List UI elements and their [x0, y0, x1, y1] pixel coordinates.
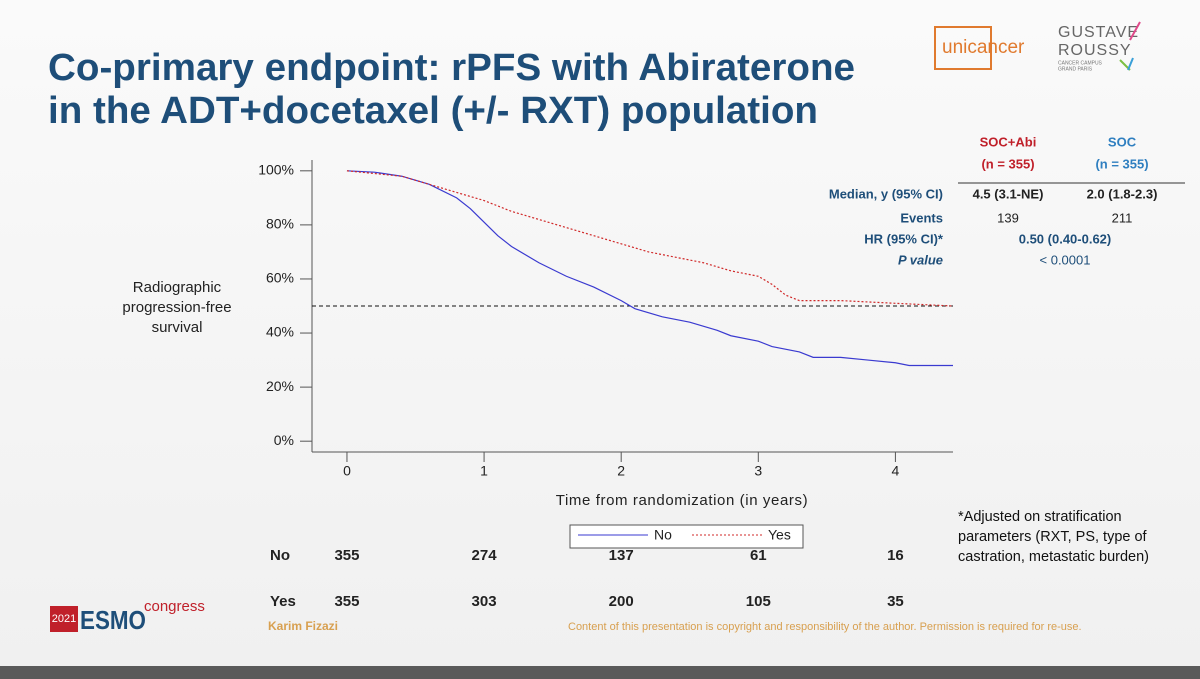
risk-count: 200: [609, 593, 634, 610]
title-line: in the ADT+docetaxel (+/- RXT) populatio…: [48, 90, 818, 132]
risk-count: 274: [472, 547, 498, 564]
risk-row-label: No: [270, 547, 290, 564]
y-tick-label: 0%: [274, 432, 294, 448]
logo-text: unicancer: [942, 37, 1025, 58]
table-cell: 139: [997, 210, 1019, 225]
row-label: Median, y (95% CI): [829, 186, 943, 201]
risk-count: 303: [472, 593, 497, 610]
logo-text: ESMO: [80, 605, 146, 635]
y-tick-label: 20%: [266, 378, 294, 394]
legend-box: [569, 524, 804, 549]
risk-count: 61: [750, 547, 767, 564]
row-label: Events: [900, 210, 943, 225]
table-cell: < 0.0001: [1040, 252, 1091, 267]
risk-count: 16: [887, 547, 904, 564]
risk-count: 355: [334, 593, 359, 610]
logo-frame: [934, 26, 992, 70]
footnote: *Adjusted on stratification parameters (…: [958, 509, 1150, 565]
x-tick-label: 2: [617, 463, 625, 479]
x-axis-label: Time from randomization (in years): [556, 492, 808, 509]
x-tick-label: 0: [343, 463, 351, 479]
row-label: HR (95% CI)*: [864, 231, 944, 246]
title-line: Co-primary endpoint: rPFS with Abiratero…: [48, 47, 855, 89]
y-tick-label: 40%: [266, 324, 294, 340]
risk-count: 105: [746, 593, 771, 610]
row-label: P value: [898, 252, 943, 267]
y-tick-label: 100%: [258, 162, 294, 178]
logo-text: GRAND PARIS: [1058, 66, 1093, 72]
y-tick-label: 60%: [266, 270, 294, 286]
table-cell: 2.0 (1.8-2.3): [1087, 186, 1158, 201]
logo-text: GUSTAVE: [1058, 24, 1139, 41]
y-axis-label: Radiographic progression-free survival: [122, 279, 232, 336]
x-tick-label: 1: [480, 463, 488, 479]
author: Karim Fizazi: [268, 619, 338, 633]
survival-curve: [346, 170, 953, 367]
risk-row-label: Yes: [270, 593, 296, 610]
survival-curve: [346, 170, 954, 307]
logo-stroke: [1127, 57, 1134, 71]
logo-text: CANCER CAMPUS: [1058, 60, 1103, 66]
legend-label: No: [654, 527, 672, 543]
table-cell: 4.5 (3.1-NE): [973, 186, 1044, 201]
y-tick-label: 80%: [266, 216, 294, 232]
legend-label: Yes: [768, 527, 791, 543]
bottom-bar: [0, 666, 1200, 679]
column-header: (n = 355): [981, 156, 1034, 171]
column-header: SOC: [1108, 134, 1137, 149]
logo-box: [50, 606, 78, 632]
risk-count: 35: [887, 593, 904, 610]
column-header: SOC+Abi: [980, 134, 1037, 149]
logo-text: congress: [144, 598, 205, 615]
risk-count: 137: [609, 547, 634, 564]
risk-count: 355: [334, 547, 359, 564]
table-cell: 211: [1112, 210, 1133, 225]
x-tick-label: 3: [754, 463, 762, 479]
logo-stroke: [1129, 21, 1141, 41]
logo-text: 2021: [52, 613, 76, 625]
table-cell: 0.50 (0.40-0.62): [1019, 231, 1112, 246]
copyright: Content of this presentation is copyrigh…: [568, 621, 1082, 633]
logo-text: ROUSSY: [1058, 42, 1132, 59]
x-tick-label: 4: [892, 463, 900, 479]
column-header: (n = 355): [1095, 156, 1148, 171]
